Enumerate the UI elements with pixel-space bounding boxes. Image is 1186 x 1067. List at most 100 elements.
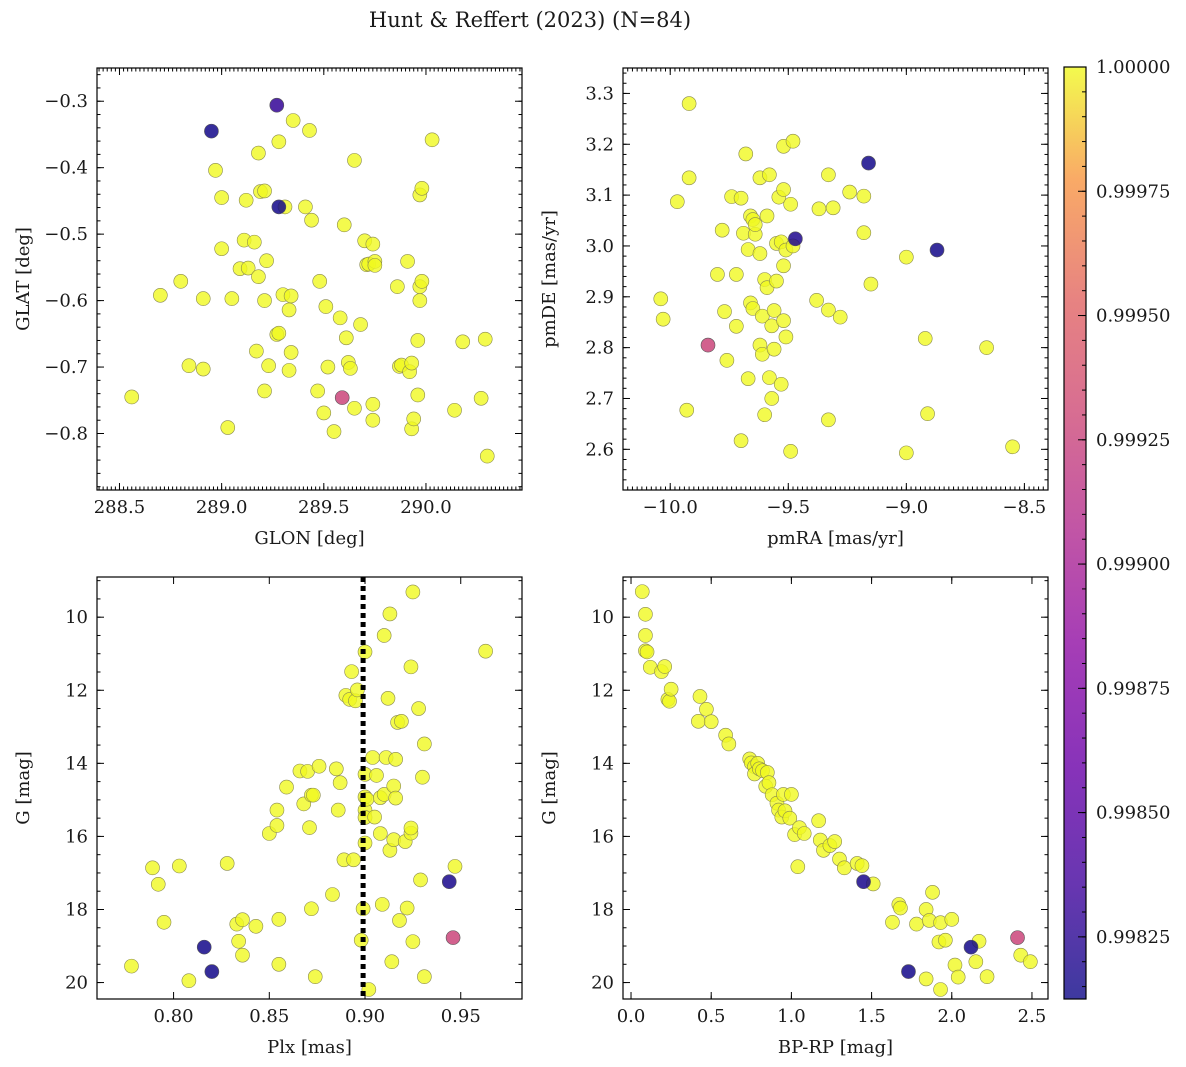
data-point: [400, 254, 415, 269]
data-point: [304, 901, 319, 917]
data-point-low-membership: [963, 939, 979, 955]
data-point: [235, 912, 250, 928]
data-point: [306, 787, 321, 803]
data-point-low-membership: [861, 155, 876, 171]
data-point: [257, 183, 272, 199]
data-point: [307, 969, 323, 985]
data-point: [365, 750, 380, 765]
data-point: [414, 180, 430, 196]
data-point: [283, 288, 299, 304]
colorbar-tick-label: 0.99975: [1096, 181, 1170, 202]
x-tick-label: 289.0: [196, 497, 248, 518]
data-point: [776, 313, 791, 328]
data-point: [679, 402, 695, 418]
data-point: [764, 391, 780, 406]
x-axis-label: Plx [mas]: [267, 1037, 352, 1058]
y-tick-label: −0.8: [44, 424, 88, 445]
data-point: [933, 982, 948, 997]
data-point: [279, 779, 294, 795]
data-point: [281, 363, 297, 378]
data-point: [699, 701, 714, 717]
data-point: [365, 412, 381, 428]
data-point: [944, 912, 960, 927]
data-point: [380, 691, 396, 706]
colorbar-tick-label: 0.99900: [1096, 554, 1170, 575]
data-point: [231, 933, 246, 949]
data-point: [224, 291, 240, 306]
x-tick-label: 290.0: [400, 497, 452, 518]
data-point: [634, 584, 650, 599]
data-point: [259, 253, 274, 269]
data-point: [655, 311, 671, 327]
y-tick-label: 20: [591, 973, 614, 994]
data-point: [392, 913, 407, 928]
data-point: [761, 775, 777, 791]
data-point: [343, 361, 358, 376]
data-point: [283, 345, 299, 360]
data-point: [240, 260, 256, 276]
data-point: [863, 276, 879, 292]
data-point: [332, 775, 348, 791]
data-point: [447, 402, 462, 418]
data-point: [785, 133, 801, 149]
y-tick-label: 18: [591, 899, 614, 920]
y-tick-label: 2.8: [585, 338, 614, 359]
data-point: [410, 333, 426, 348]
data-point: [729, 267, 744, 282]
data-point: [208, 163, 223, 178]
data-point: [790, 859, 806, 875]
data-point: [769, 273, 784, 289]
data-point: [172, 858, 187, 874]
y-axis-label: G [mag]: [539, 751, 560, 824]
data-point-low-membership: [929, 242, 945, 258]
data-point: [1023, 954, 1038, 970]
data-point: [412, 293, 428, 308]
x-tick-label: 0.85: [249, 1006, 289, 1027]
data-point: [455, 334, 471, 350]
data-point: [811, 813, 826, 829]
data-point: [885, 914, 900, 930]
data-point: [410, 387, 426, 403]
data-point: [386, 778, 402, 794]
data-point: [479, 448, 495, 464]
data-point: [776, 182, 791, 197]
data-point: [365, 236, 381, 252]
data-point: [762, 167, 777, 183]
axes-frame: [622, 67, 1049, 491]
data-point: [156, 914, 172, 930]
x-tick-label: 1.5: [857, 1006, 886, 1027]
data-point: [909, 916, 924, 932]
data-point: [740, 371, 756, 386]
data-point: [329, 761, 344, 777]
data-point: [411, 701, 426, 716]
y-tick-label: 16: [65, 826, 88, 847]
data-point-low-membership: [204, 964, 220, 979]
y-tick-label: 3.2: [585, 134, 614, 155]
data-point: [369, 768, 384, 783]
data-point: [399, 900, 415, 916]
data-point: [733, 190, 749, 206]
axes-frame: [96, 576, 523, 1000]
data-point: [403, 820, 419, 836]
data-point: [384, 954, 400, 970]
axis-ticks: [623, 577, 1048, 999]
data-point: [663, 681, 679, 697]
data-point: [893, 900, 908, 916]
data-point: [145, 860, 160, 876]
data-point: [417, 969, 432, 985]
colorbar-tick-label: 1.00000: [1096, 57, 1170, 78]
data-point-low-membership: [700, 337, 716, 353]
data-point: [447, 859, 463, 874]
data-point-low-membership: [271, 199, 287, 215]
x-tick-label: 0.5: [697, 1006, 726, 1027]
colorbar-tick-label: 0.99825: [1096, 927, 1170, 948]
y-tick-label: 16: [591, 826, 614, 847]
data-point: [714, 222, 730, 238]
y-tick-label: −0.6: [44, 291, 88, 312]
y-axis-label: GLAT [deg]: [13, 227, 34, 331]
data-point: [325, 887, 340, 902]
data-point: [153, 287, 168, 303]
data-point: [717, 304, 732, 319]
colorbar-tick-label: 0.99925: [1096, 430, 1170, 451]
